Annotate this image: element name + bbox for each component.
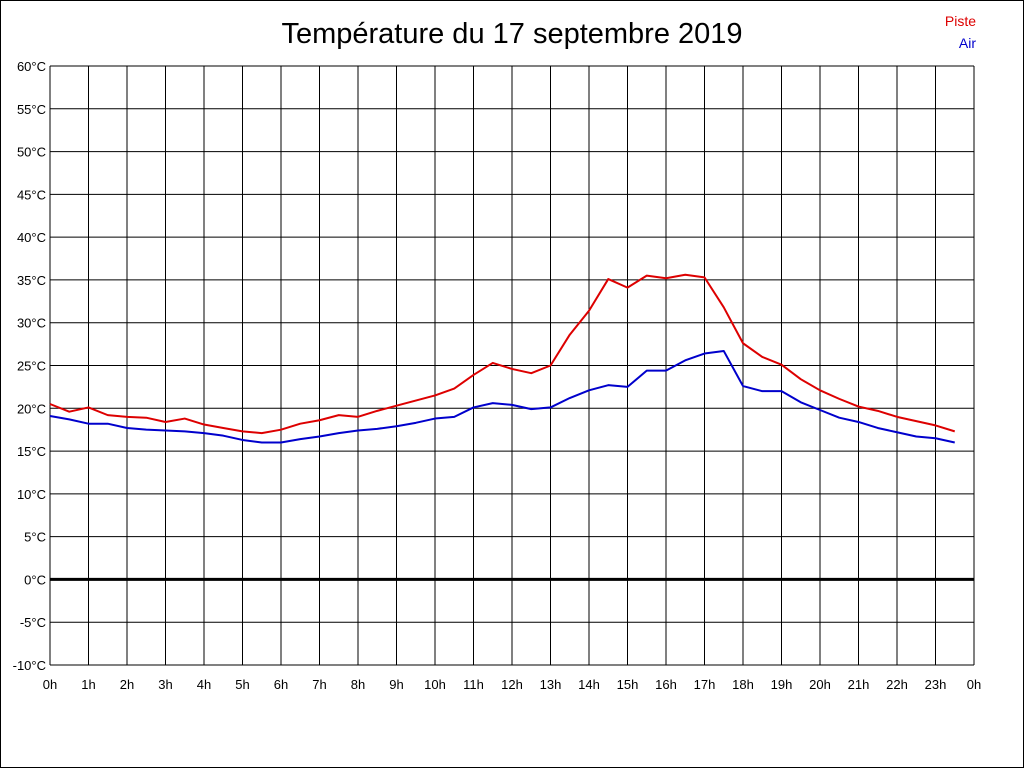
- x-tick-label: 15h: [617, 677, 639, 692]
- y-tick-label: 30°C: [17, 316, 46, 331]
- x-tick-label: 21h: [848, 677, 870, 692]
- x-tick-label: 10h: [424, 677, 446, 692]
- x-tick-label: 1h: [81, 677, 95, 692]
- series-line-piste: [49, 273, 956, 435]
- y-tick-label: 5°C: [24, 530, 46, 545]
- x-tick-label: 12h: [501, 677, 523, 692]
- x-tick-label: 5h: [235, 677, 249, 692]
- x-tick-label: 0h: [967, 677, 981, 692]
- chart-title: Température du 17 septembre 2019: [281, 18, 743, 50]
- y-tick-label: 0°C: [24, 572, 46, 587]
- y-tick-label: 50°C: [17, 145, 46, 160]
- y-tick-label: 15°C: [17, 444, 46, 459]
- x-tick-label: 18h: [732, 677, 754, 692]
- x-tick-label: 13h: [540, 677, 562, 692]
- y-tick-label: 25°C: [17, 359, 46, 374]
- x-tick-label: 8h: [351, 677, 365, 692]
- x-tick-label: 16h: [655, 677, 677, 692]
- x-tick-label: 20h: [809, 677, 831, 692]
- legend-air: Air: [958, 35, 976, 51]
- x-tick-label: 7h: [312, 677, 326, 692]
- x-tick-label: 23h: [925, 677, 947, 692]
- x-tick-label: 0h: [43, 677, 57, 692]
- y-tick-label: 55°C: [17, 102, 46, 117]
- y-tick-label: 20°C: [17, 401, 46, 416]
- y-tick-label: 45°C: [17, 187, 46, 202]
- y-tick-label: -10°C: [13, 658, 46, 673]
- x-tick-label: 3h: [158, 677, 172, 692]
- x-tick-label: 2h: [120, 677, 134, 692]
- series-line-air: [49, 349, 955, 444]
- y-tick-label: -5°C: [20, 615, 46, 630]
- x-tick-label: 6h: [274, 677, 288, 692]
- x-tick-label: 4h: [197, 677, 211, 692]
- y-tick-label: 40°C: [17, 230, 46, 245]
- legend-piste: Piste: [944, 13, 976, 29]
- x-tick-label: 19h: [771, 677, 793, 692]
- y-tick-label: 60°C: [17, 59, 46, 74]
- x-tick-label: 9h: [389, 677, 403, 692]
- x-tick-label: 22h: [886, 677, 908, 692]
- y-tick-label: 10°C: [17, 487, 46, 502]
- x-tick-label: 11h: [463, 677, 484, 692]
- x-tick-label: 14h: [578, 677, 600, 692]
- y-tick-label: 35°C: [17, 273, 46, 288]
- x-tick-label: 17h: [694, 677, 716, 692]
